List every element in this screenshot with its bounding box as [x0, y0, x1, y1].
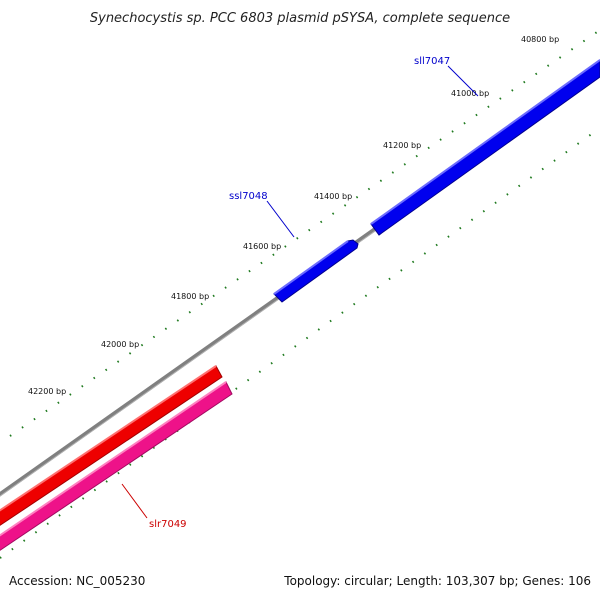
tick-label-42200: 42200 bp	[28, 387, 66, 396]
tick-label-41000: 41000 bp	[451, 89, 489, 98]
gene-ssl7048-shape[interactable]	[273, 239, 359, 303]
gene-ssl7048[interactable]	[273, 239, 359, 303]
leader-line-ssl7048	[266, 200, 295, 238]
tick-label-41600: 41600 bp	[243, 242, 281, 251]
gene-label-ssl7048[interactable]: ssl7048	[229, 191, 268, 202]
outer-tick-track	[9, 29, 600, 437]
gene-slr7049[interactable]	[0, 365, 233, 553]
tick-labels: 40800 bp 41000 bp 41200 bp 41400 bp 4160…	[28, 35, 559, 396]
gene-label-sll7047[interactable]: sll7047	[414, 56, 450, 67]
map-title: Synechocystis sp. PCC 6803 plasmid pSYSA…	[90, 11, 510, 26]
leader-line-slr7049	[121, 483, 148, 519]
inner-tick-track	[0, 127, 600, 559]
accession-label: Accession: NC_005230	[9, 574, 146, 588]
tick-label-41200: 41200 bp	[383, 141, 421, 150]
tick-label-41800: 41800 bp	[171, 292, 209, 301]
topology-summary: Topology: circular; Length: 103,307 bp; …	[284, 574, 591, 588]
gene-label-slr7049[interactable]: slr7049	[149, 519, 187, 530]
tick-label-40800: 40800 bp	[521, 35, 559, 44]
leader-line-sll7047	[447, 65, 479, 97]
tick-label-41400: 41400 bp	[314, 192, 352, 201]
gene-sll7047[interactable]	[370, 59, 600, 236]
tick-label-42000: 42000 bp	[101, 340, 139, 349]
